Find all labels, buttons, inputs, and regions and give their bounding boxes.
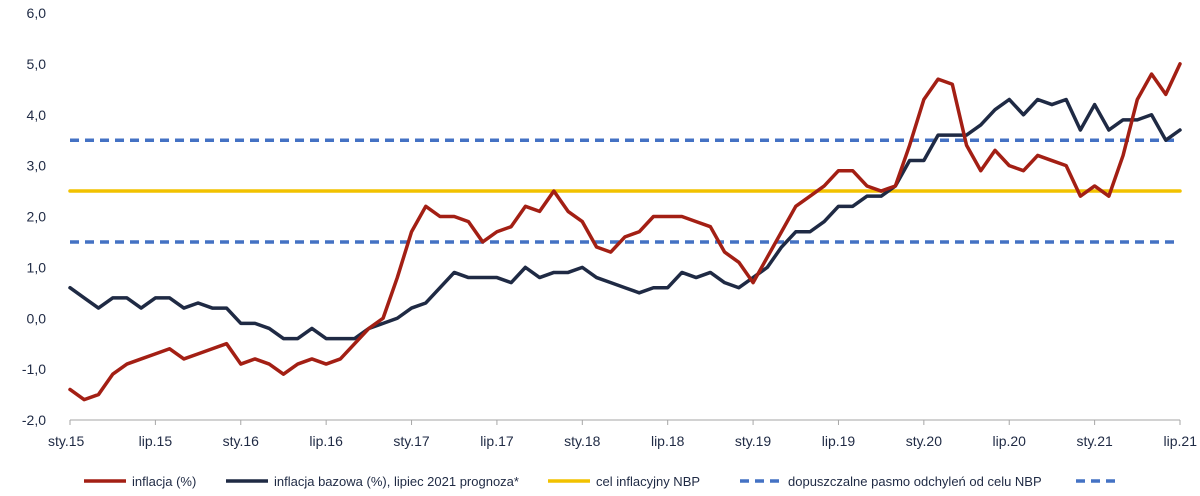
x-tick-label: sty.19 bbox=[735, 433, 772, 449]
y-tick-label: 1,0 bbox=[27, 259, 47, 275]
x-tick-label: lip.15 bbox=[139, 433, 173, 449]
legend: inflacja (%) inflacja bazowa (%), lipiec … bbox=[84, 474, 1118, 489]
legend-label-1: inflacja bazowa (%), lipiec 2021 prognoz… bbox=[274, 474, 519, 489]
series-layer bbox=[68, 62, 1182, 402]
series-line-1 bbox=[68, 97, 1182, 341]
x-tick-label: lip.17 bbox=[480, 433, 514, 449]
y-tick-label: 3,0 bbox=[27, 158, 47, 174]
y-axis-tick-labels: -2,0 -1,0 0,0 1,0 2,0 3,0 4,0 5,0 6,0 bbox=[22, 5, 46, 428]
x-tick-label: lip.19 bbox=[822, 433, 856, 449]
y-tick-label: 0,0 bbox=[27, 310, 47, 326]
x-tick-label: lip.21 bbox=[1164, 433, 1198, 449]
x-axis-tick-labels: sty.15 lip.15 sty.16 lip.16 sty.17 lip.17 sty.… bbox=[48, 433, 1197, 449]
y-tick-label: 6,0 bbox=[27, 5, 47, 21]
legend-label-3: dopuszczalne pasmo odchyleń od celu NBP bbox=[788, 474, 1042, 489]
x-tick-label: sty.16 bbox=[223, 433, 260, 449]
x-tick-label: lip.18 bbox=[651, 433, 685, 449]
y-tick-label: 5,0 bbox=[27, 56, 47, 72]
x-tick-label: sty.17 bbox=[393, 433, 430, 449]
y-tick-label: 4,0 bbox=[27, 107, 47, 123]
y-tick-label: -1,0 bbox=[22, 361, 46, 377]
series-line-0 bbox=[68, 62, 1182, 402]
x-tick-label: lip.16 bbox=[309, 433, 343, 449]
x-axis-ticks bbox=[69, 420, 1181, 425]
x-tick-label: lip.20 bbox=[992, 433, 1026, 449]
y-tick-label: 2,0 bbox=[27, 209, 47, 225]
x-tick-label: sty.21 bbox=[1076, 433, 1113, 449]
x-tick-label: sty.15 bbox=[48, 433, 85, 449]
x-tick-label: sty.20 bbox=[906, 433, 943, 449]
x-tick-label: sty.18 bbox=[564, 433, 601, 449]
y-tick-label: -2,0 bbox=[22, 412, 46, 428]
legend-label-0: inflacja (%) bbox=[132, 474, 196, 489]
legend-label-2: cel inflacyjny NBP bbox=[596, 474, 700, 489]
